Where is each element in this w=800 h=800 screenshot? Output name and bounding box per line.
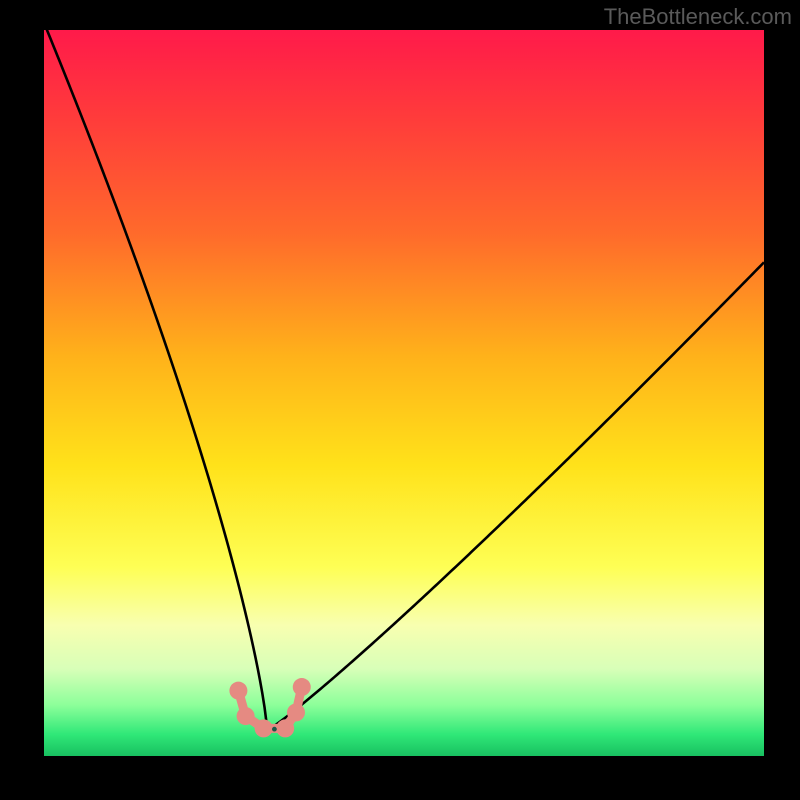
chart-svg [44,30,764,756]
marker-dot [276,719,294,737]
chart-plot-area [44,30,764,756]
marker-dot [229,682,247,700]
gradient-background [44,30,764,756]
marker-dot [237,707,255,725]
marker-dot [293,678,311,696]
marker-dot [255,719,273,737]
minimum-point-dot [272,727,277,732]
marker-dot [287,703,305,721]
watermark-text: TheBottleneck.com [604,4,792,30]
